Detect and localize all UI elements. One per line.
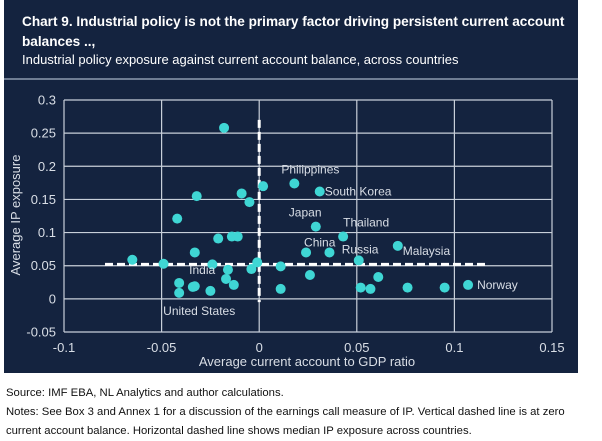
point-label: India [189, 263, 215, 277]
data-point [301, 247, 312, 258]
point-label: Japan [289, 206, 322, 220]
point-labels: India United States Philippines South Korea… [163, 163, 518, 318]
data-point [246, 264, 257, 275]
data-point [228, 279, 239, 290]
data-point [221, 273, 232, 284]
x-tick-label: 0.15 [539, 340, 564, 355]
data-point [172, 213, 183, 224]
point-label: United States [163, 304, 235, 318]
chart-header: Chart 9. Industrial policy is not the pr… [4, 0, 578, 80]
point-label: Norway [477, 278, 518, 292]
chart-subtitle: Industrial policy exposure against curre… [22, 52, 459, 67]
data-point [232, 231, 243, 242]
data-point [365, 283, 376, 294]
x-axis-label: Average current account to GDP ratio [199, 354, 415, 369]
y-tick-label: 0 [49, 291, 56, 306]
y-tick-label: 0.05 [31, 258, 56, 273]
x-tick-label: 0.05 [344, 340, 369, 355]
data-point [310, 221, 321, 232]
point-label: Malaysia [403, 244, 451, 258]
data-point [402, 282, 413, 293]
data-point [324, 247, 335, 258]
data-point [244, 197, 255, 208]
point-label: Russia [342, 242, 379, 256]
y-tick-label: 0.1 [38, 225, 56, 240]
data-point [205, 285, 216, 296]
data-point [222, 264, 233, 275]
data-point [463, 279, 474, 290]
chart-footer: Source: IMF EBA, NL Analytics and author… [6, 384, 596, 441]
data-point [289, 178, 300, 189]
chart-panel: Chart 9. Industrial policy is not the pr… [4, 0, 578, 373]
chart-title: Chart 9. Industrial policy is not the pr… [22, 14, 565, 49]
notes: Notes: See Box 3 and Annex 1 for a discu… [6, 406, 565, 437]
data-point [236, 188, 247, 199]
data-point [158, 258, 169, 269]
data-point [439, 282, 450, 293]
x-tick-label: 0.1 [445, 340, 463, 355]
data-point [189, 247, 200, 258]
data-point [174, 277, 185, 288]
y-tick-label: 0.15 [31, 192, 56, 207]
point-label: Thailand [343, 216, 389, 230]
data-point [191, 191, 202, 202]
reference-lines [104, 119, 488, 303]
y-tick-label: 0.3 [38, 93, 56, 108]
data-point [174, 287, 185, 298]
scatter-chart: India United States Philippines South Korea… [8, 93, 565, 370]
x-tick-label: -0.1 [53, 340, 75, 355]
x-tick-label: 0 [256, 340, 263, 355]
point-label: Philippines [281, 163, 339, 177]
y-axis-label: Average IP exposure [8, 155, 23, 276]
y-tick-label: -0.05 [26, 325, 56, 340]
data-point [213, 233, 224, 244]
data-point [338, 231, 349, 242]
data-point [252, 257, 263, 268]
data-point [258, 181, 269, 192]
data-points [127, 122, 474, 298]
data-point [189, 281, 200, 292]
y-tick-label: 0.25 [31, 126, 56, 141]
data-point [275, 283, 286, 294]
data-point [304, 269, 315, 280]
x-tick-label: -0.05 [147, 340, 177, 355]
data-point [392, 240, 403, 251]
point-label: South Korea [325, 184, 392, 198]
source-note: Source: IMF EBA, NL Analytics and author… [6, 387, 284, 399]
header-divider [4, 78, 578, 80]
point-label: China [304, 235, 336, 249]
data-point [373, 271, 384, 282]
data-point [275, 261, 286, 272]
y-tick-label: 0.2 [38, 159, 56, 174]
data-point [353, 255, 364, 266]
data-point [355, 282, 366, 293]
data-point [314, 186, 325, 197]
data-point [219, 122, 230, 133]
data-point [127, 254, 138, 265]
data-point [207, 259, 218, 270]
